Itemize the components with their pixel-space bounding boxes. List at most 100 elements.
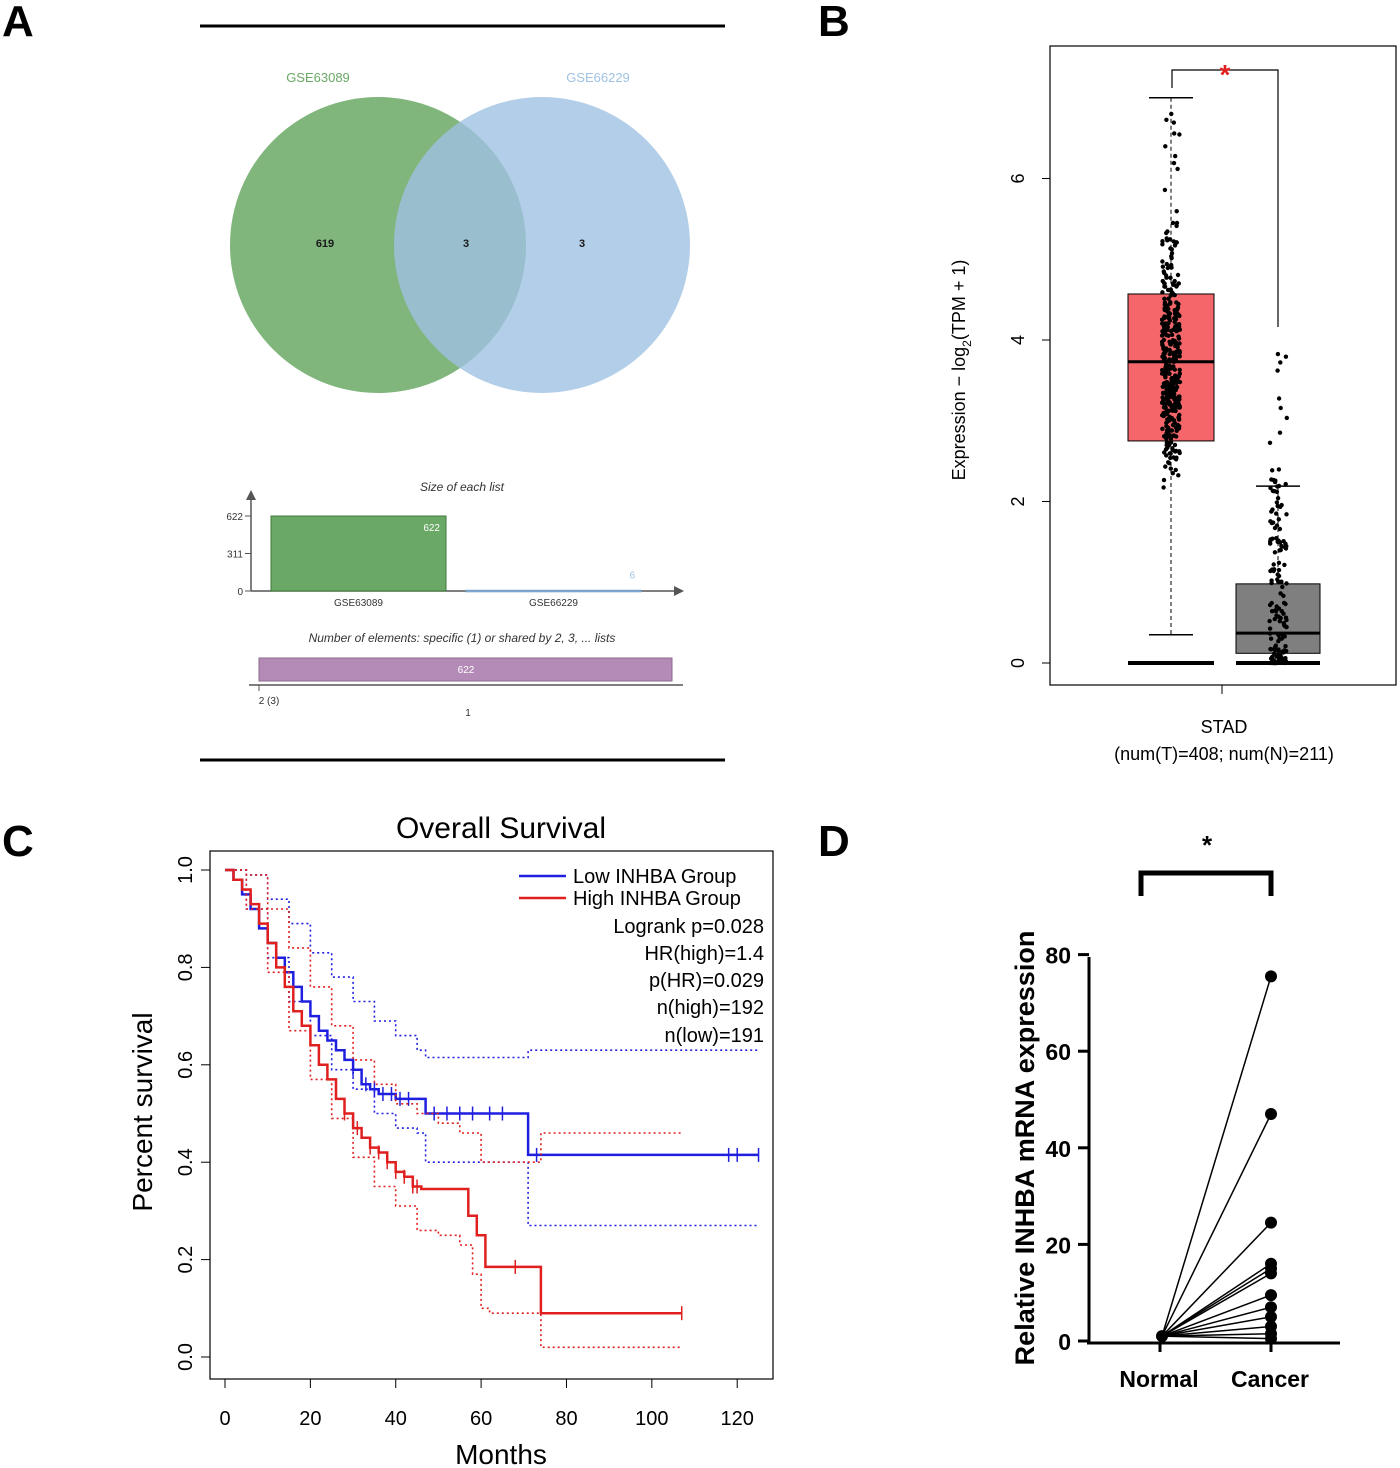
survival-x-tick-label: 80 — [555, 1408, 577, 1430]
box-point — [1267, 618, 1272, 624]
box-plot-x-sublabel: (num(T)=408; num(N)=211) — [1114, 744, 1334, 764]
size-bar-category-label: GSE66229 — [529, 598, 578, 609]
box-point — [1162, 405, 1168, 410]
shared-chart-tick-label-1: 2 (3) — [259, 696, 280, 707]
box-point — [1167, 433, 1173, 438]
box-point — [1276, 567, 1282, 573]
box-point — [1167, 385, 1172, 390]
box-point — [1177, 367, 1182, 373]
box-point — [1165, 303, 1170, 308]
box-point — [1284, 512, 1289, 517]
box-plot-y-axis: 0 2 4 6 — [1008, 173, 1050, 668]
box-point — [1171, 160, 1177, 166]
paired-y-tick-label: 80 — [1045, 943, 1071, 969]
box-point — [1276, 396, 1282, 401]
paired-link-line — [1161, 1316, 1272, 1337]
box-point — [1171, 389, 1176, 395]
box-point — [1172, 311, 1178, 316]
box-point — [1172, 131, 1177, 136]
box-point — [1283, 354, 1289, 359]
paired-significance-bracket — [1138, 870, 1274, 896]
paired-cancer-point — [1265, 1310, 1277, 1323]
survival-axes: 0 20 40 60 80 100 120 0.0 0.2 0.4 0.6 0.8 1.0 — [175, 856, 754, 1430]
box-point — [1169, 247, 1175, 252]
box-point — [1162, 296, 1167, 301]
box-point — [1177, 341, 1182, 346]
box-point — [1165, 419, 1171, 424]
box-point — [1284, 648, 1289, 654]
box-point — [1275, 539, 1280, 544]
panel-d: Relative INHBA mRNA expression * 0 20 40 60… — [1010, 830, 1340, 1392]
box-point — [1164, 411, 1170, 417]
box-point — [1272, 489, 1277, 494]
box-point — [1267, 602, 1273, 608]
box-point — [1284, 581, 1289, 586]
box-point — [1170, 408, 1176, 413]
box-point — [1165, 265, 1171, 271]
box-plot-marks — [1127, 97, 1321, 666]
box-point — [1165, 287, 1171, 293]
box-point — [1175, 272, 1181, 278]
box-point — [1161, 401, 1166, 406]
box-point — [1177, 405, 1183, 410]
box-plot-x-label: STAD — [1201, 717, 1248, 737]
box-point — [1279, 502, 1284, 508]
box-point — [1166, 391, 1171, 396]
box-point — [1164, 261, 1170, 267]
box-point — [1176, 281, 1182, 286]
paired-cancer-point — [1265, 1107, 1277, 1120]
box-point — [1164, 366, 1170, 371]
box-point — [1279, 543, 1284, 549]
box-point — [1273, 609, 1279, 614]
box-point — [1168, 366, 1174, 371]
paired-cancer-point — [1265, 970, 1277, 983]
box-point — [1268, 636, 1274, 641]
box-point — [1162, 347, 1167, 353]
box-point — [1276, 632, 1281, 638]
survival-x-tick-label: 60 — [470, 1408, 492, 1430]
box-point — [1173, 153, 1178, 159]
box-point — [1166, 296, 1171, 301]
box-point — [1274, 523, 1280, 528]
survival-y-label: Percent survival — [127, 1012, 158, 1211]
box-point — [1282, 634, 1287, 639]
box-point — [1161, 381, 1167, 386]
box-point — [1173, 386, 1179, 391]
paired-link-line — [1161, 1325, 1272, 1337]
box-point — [1272, 550, 1278, 555]
paired-cancer-point — [1265, 1332, 1277, 1345]
survival-y-tick-label: 0.2 — [175, 1246, 197, 1274]
box-point — [1170, 291, 1176, 296]
box-point — [1168, 275, 1173, 280]
box-plot-significance-star: * — [1220, 59, 1231, 90]
box-point — [1162, 270, 1167, 276]
survival-y-tick-label: 0.8 — [175, 953, 197, 981]
size-bar-value-label: 6 — [629, 570, 635, 581]
box-point — [1271, 562, 1276, 567]
box-point — [1163, 373, 1168, 379]
venn-set-label-gse66229: GSE66229 — [566, 70, 630, 85]
box-point — [1168, 342, 1174, 347]
box-point — [1274, 604, 1279, 609]
box-point — [1160, 395, 1165, 400]
box-plot-frame — [1049, 45, 1397, 686]
box-point — [1174, 223, 1179, 229]
survival-y-tick-label: 0.4 — [175, 1148, 197, 1176]
survival-curve-low — [225, 868, 759, 1157]
box-point — [1283, 481, 1288, 487]
box-point — [1167, 318, 1173, 323]
box-point — [1276, 560, 1282, 565]
box-point — [1166, 425, 1171, 430]
box-point — [1284, 415, 1290, 421]
box-point — [1175, 378, 1180, 383]
box-point — [1166, 382, 1172, 387]
box-point — [1176, 336, 1182, 341]
shared-chart-bar — [258, 657, 673, 682]
box-point — [1268, 537, 1273, 542]
box-point — [1171, 120, 1177, 125]
box-point — [1176, 348, 1181, 354]
box-point — [1169, 265, 1174, 270]
venn-count-gse66229-only: 3 — [579, 238, 585, 250]
paired-link-line — [1161, 1294, 1272, 1337]
